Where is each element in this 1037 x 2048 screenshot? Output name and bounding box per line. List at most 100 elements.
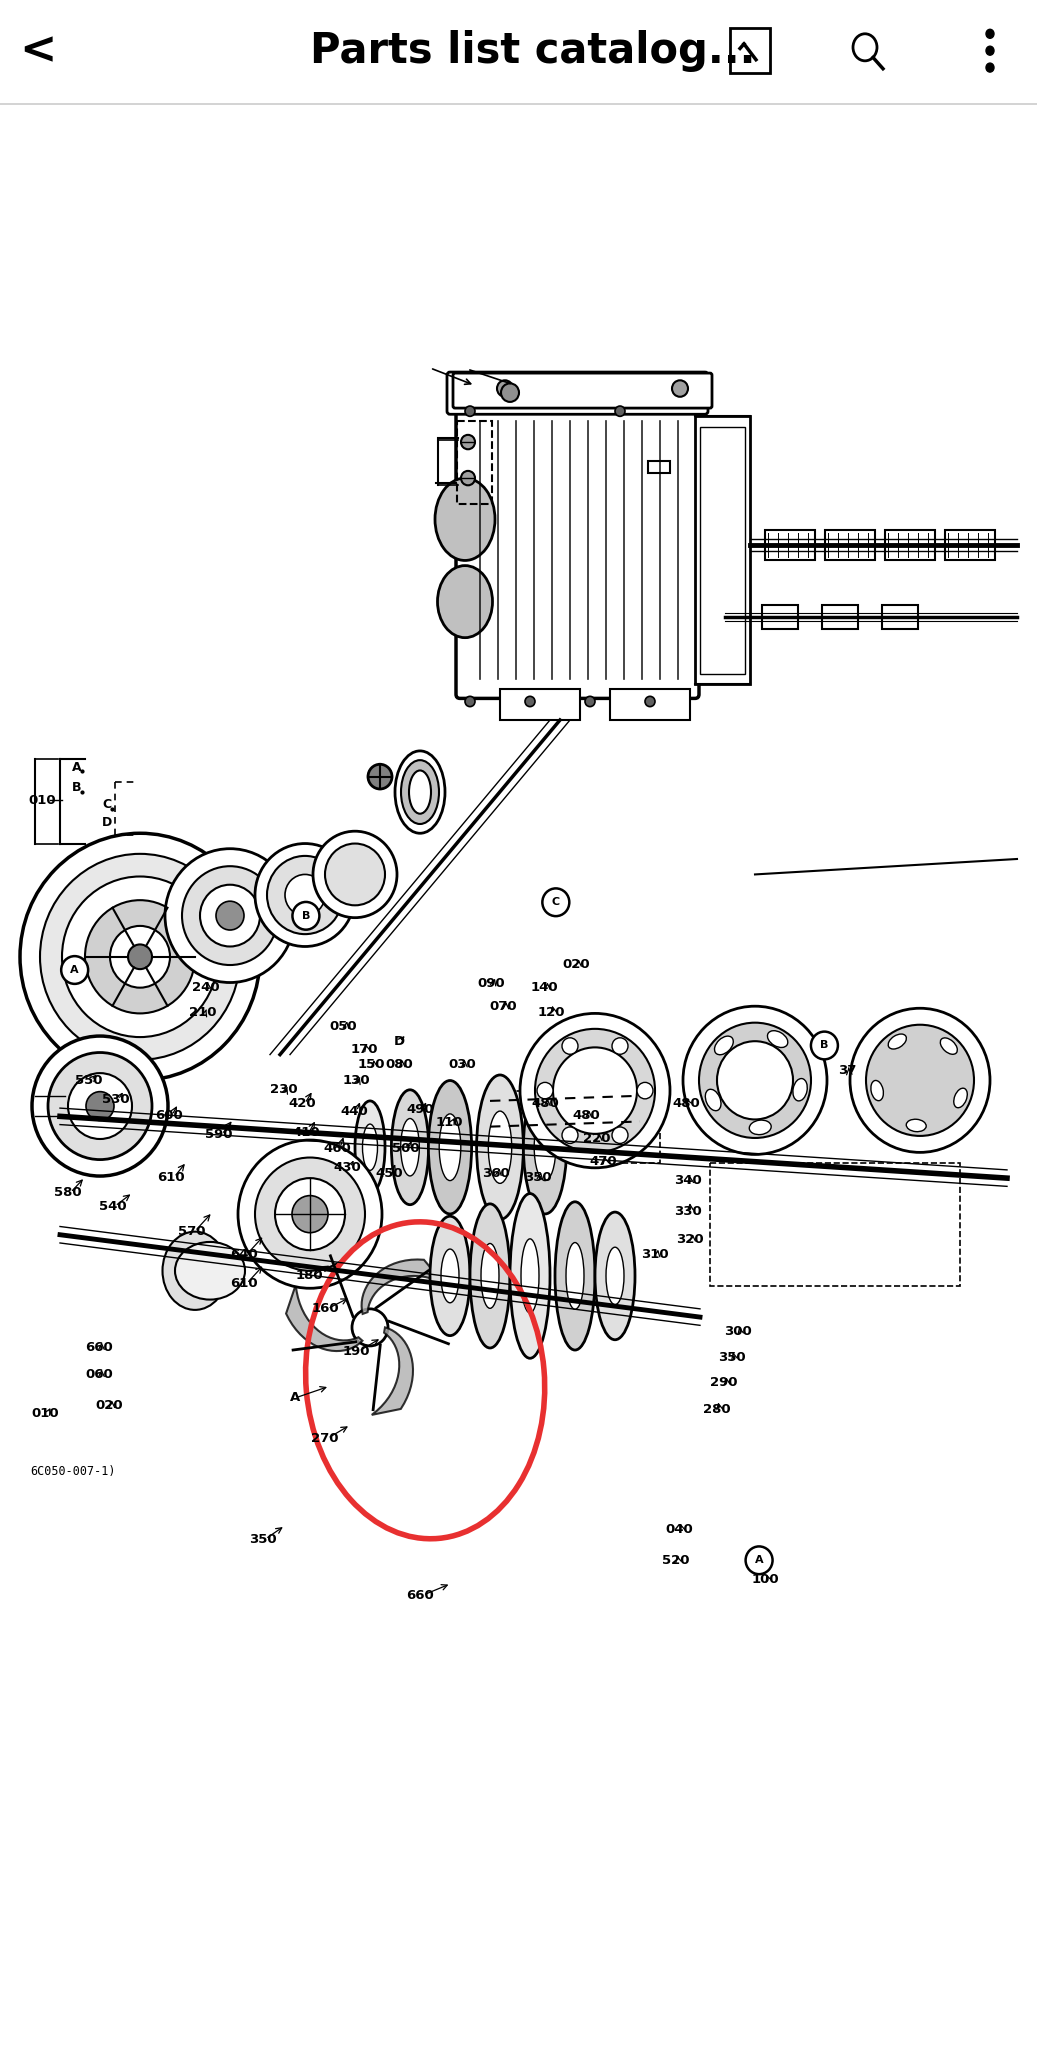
Bar (457, 422, 492, 504)
Circle shape (62, 877, 218, 1036)
Circle shape (86, 1092, 114, 1120)
Circle shape (285, 874, 325, 915)
Bar (500, 688, 580, 721)
Ellipse shape (175, 1241, 245, 1300)
Circle shape (255, 1157, 365, 1270)
Text: A: A (72, 762, 82, 774)
Circle shape (699, 1022, 811, 1139)
Text: 660: 660 (85, 1341, 113, 1354)
Ellipse shape (409, 770, 431, 813)
Circle shape (746, 1546, 773, 1575)
Ellipse shape (441, 1249, 459, 1303)
Text: 600: 600 (156, 1108, 184, 1122)
FancyBboxPatch shape (456, 401, 699, 698)
Text: 460: 460 (324, 1141, 352, 1155)
Circle shape (501, 383, 518, 401)
Circle shape (520, 1014, 670, 1167)
Circle shape (267, 856, 343, 934)
Text: 440: 440 (340, 1104, 368, 1118)
Circle shape (68, 1073, 132, 1139)
Ellipse shape (488, 1112, 511, 1184)
Text: 280: 280 (703, 1403, 731, 1415)
Text: 240: 240 (192, 981, 220, 993)
Ellipse shape (428, 1081, 472, 1214)
Text: 140: 140 (531, 981, 559, 993)
Circle shape (110, 926, 170, 987)
Ellipse shape (750, 1120, 772, 1135)
Text: 640: 640 (230, 1247, 258, 1262)
Circle shape (239, 1141, 382, 1288)
Circle shape (183, 866, 278, 965)
Text: 410: 410 (292, 1126, 320, 1139)
Ellipse shape (435, 477, 495, 561)
Text: C: C (102, 799, 111, 811)
Text: 170: 170 (351, 1042, 379, 1057)
Circle shape (811, 1032, 838, 1059)
Bar (491, 1092, 660, 1163)
Text: 180: 180 (296, 1270, 324, 1282)
Text: 090: 090 (477, 977, 505, 989)
Text: 350: 350 (524, 1171, 552, 1184)
Text: 610: 610 (158, 1171, 186, 1184)
Text: 230: 230 (270, 1083, 298, 1096)
Text: 150: 150 (358, 1059, 386, 1071)
Text: 210: 210 (189, 1006, 217, 1020)
Circle shape (61, 956, 88, 983)
Bar (882, 604, 918, 629)
Circle shape (850, 1008, 990, 1153)
Ellipse shape (400, 1118, 419, 1176)
Text: 340: 340 (674, 1174, 702, 1188)
FancyBboxPatch shape (447, 373, 708, 414)
Text: 520: 520 (662, 1554, 690, 1567)
Text: B: B (302, 911, 310, 922)
Text: 420: 420 (288, 1098, 316, 1110)
FancyBboxPatch shape (730, 29, 770, 74)
Text: 660: 660 (407, 1589, 435, 1602)
Text: 350: 350 (249, 1532, 277, 1546)
Circle shape (986, 29, 994, 39)
Circle shape (537, 1083, 553, 1100)
Bar (700, 426, 745, 674)
Text: 220: 220 (583, 1133, 611, 1145)
Text: B: B (820, 1040, 829, 1051)
Circle shape (255, 844, 355, 946)
Circle shape (553, 1047, 637, 1135)
Text: 020: 020 (95, 1399, 123, 1411)
Text: 490: 490 (407, 1104, 435, 1116)
Text: Parts list catalog...: Parts list catalog... (310, 29, 756, 72)
Text: 160: 160 (311, 1303, 339, 1315)
Circle shape (585, 696, 595, 707)
Text: 6C050-007-1): 6C050-007-1) (30, 1464, 115, 1479)
Circle shape (368, 764, 392, 788)
Bar (762, 604, 798, 629)
Text: 120: 120 (537, 1006, 565, 1020)
Text: A: A (755, 1554, 763, 1565)
Ellipse shape (163, 1231, 227, 1311)
Circle shape (465, 406, 475, 416)
Text: B: B (72, 782, 82, 795)
Circle shape (461, 434, 475, 449)
Text: 450: 450 (375, 1167, 403, 1180)
Circle shape (292, 1196, 328, 1233)
Text: 010: 010 (28, 795, 56, 807)
Text: 100: 100 (752, 1573, 780, 1585)
Circle shape (645, 696, 655, 707)
Ellipse shape (401, 760, 439, 823)
Circle shape (216, 901, 244, 930)
Ellipse shape (941, 1038, 957, 1055)
Circle shape (465, 696, 475, 707)
Circle shape (683, 1006, 826, 1155)
Text: 580: 580 (54, 1186, 82, 1198)
Circle shape (535, 1028, 655, 1153)
Text: A: A (71, 965, 79, 975)
Text: 290: 290 (710, 1376, 738, 1389)
Text: 130: 130 (342, 1073, 370, 1087)
Ellipse shape (477, 1075, 524, 1219)
Text: 040: 040 (666, 1524, 694, 1536)
Text: 010: 010 (31, 1407, 59, 1419)
Text: 540: 540 (99, 1200, 127, 1212)
Text: 610: 610 (230, 1278, 258, 1290)
Ellipse shape (534, 1114, 556, 1180)
Ellipse shape (391, 1090, 428, 1204)
Text: 300: 300 (724, 1325, 752, 1339)
